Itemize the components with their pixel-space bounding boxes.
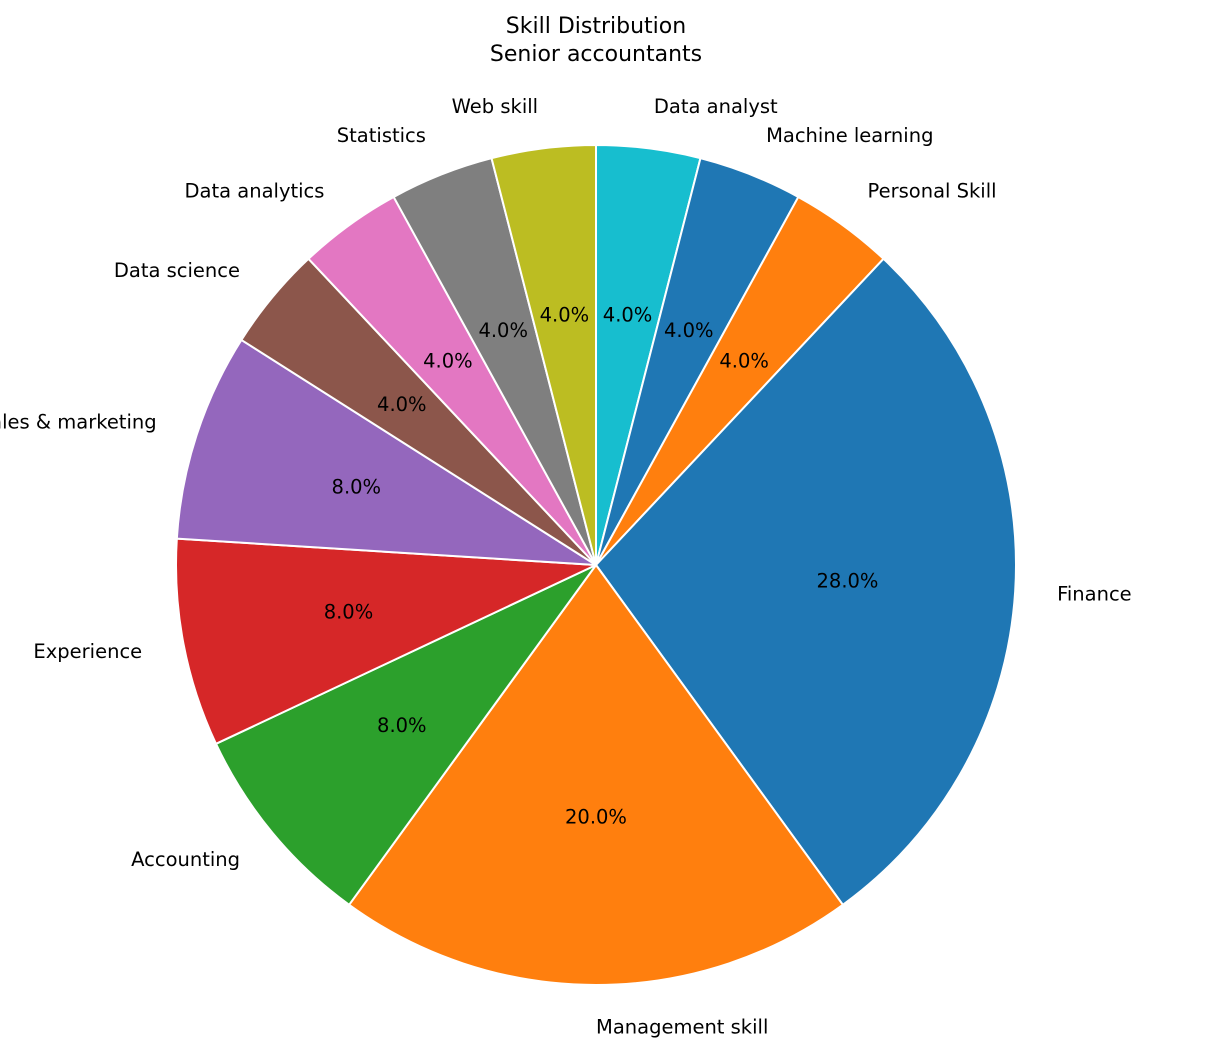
slice-label-statistics: Statistics: [337, 124, 426, 147]
slice-pct-data-science: 4.0%: [377, 393, 427, 416]
pie-slice-sales-marketing: [175, 338, 597, 566]
slice-label-finance: Finance: [1057, 583, 1132, 606]
slice-label-machine-learning: Machine learning: [766, 124, 933, 147]
pie-slice-finance: [595, 257, 1017, 906]
pie-labels: Data analyst 4.0% Machine learning 4.0% Pers…: [0, 95, 1132, 1038]
slice-pct-statistics: 4.0%: [478, 319, 528, 342]
pie-slice-experience: [175, 537, 597, 745]
slice-pct-sales-marketing: 8.0%: [332, 476, 382, 499]
slice-label-accounting: Accounting: [131, 848, 240, 871]
pie-slice-web-skill: [490, 144, 597, 566]
slice-pct-finance: 28.0%: [817, 569, 879, 592]
pie-slice-accounting: [214, 564, 597, 906]
slice-label-sales-marketing: Sales & marketing: [0, 411, 157, 434]
slice-pct-accounting: 8.0%: [377, 714, 427, 737]
slice-pct-machine-learning: 4.0%: [664, 319, 714, 342]
slice-label-personal-skill: Personal Skill: [868, 180, 997, 203]
slice-pct-data-analyst: 4.0%: [603, 303, 653, 326]
pie-slices: [175, 144, 1017, 986]
slice-label-data-analytics: Data analytics: [185, 180, 325, 203]
pie-slice-management-skill: [348, 564, 844, 986]
slice-label-data-analyst: Data analyst: [654, 95, 778, 118]
slice-label-experience: Experience: [33, 640, 142, 663]
slice-pct-personal-skill: 4.0%: [719, 350, 769, 373]
slice-label-management-skill: Management skill: [596, 1016, 768, 1039]
slice-pct-experience: 8.0%: [324, 601, 374, 624]
chart-subtitle: Senior accountants: [490, 42, 702, 67]
slice-label-data-science: Data science: [114, 259, 240, 282]
slice-pct-management-skill: 20.0%: [565, 806, 627, 829]
slice-pct-data-analytics: 4.0%: [423, 350, 473, 373]
slice-label-web-skill: Web skill: [452, 95, 538, 118]
chart-title: Skill Distribution: [506, 14, 686, 39]
slice-pct-web-skill: 4.0%: [540, 303, 590, 326]
